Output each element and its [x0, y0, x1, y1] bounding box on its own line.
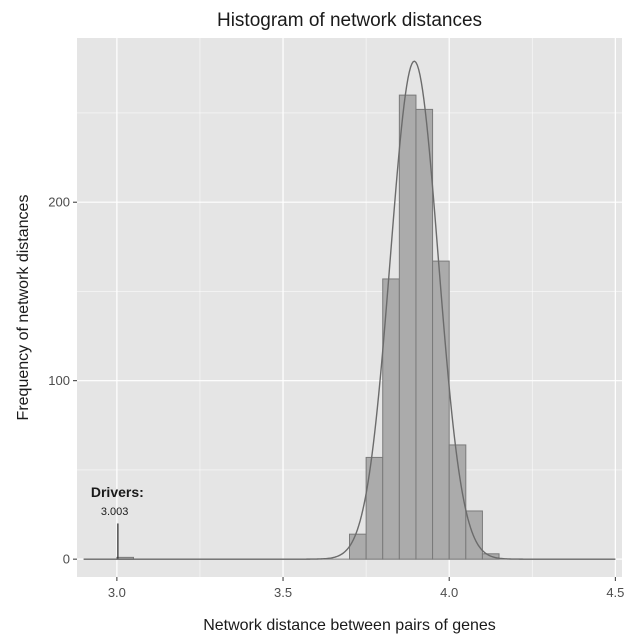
- x-axis-label: Network distance between pairs of genes: [203, 617, 496, 634]
- x-tick-label: 4.0: [440, 585, 458, 600]
- drivers-label: Drivers:: [91, 484, 144, 500]
- y-tick-label: 100: [48, 373, 70, 388]
- histogram-bar: [465, 510, 483, 560]
- y-axis-label: Frequency of network distances: [15, 195, 32, 421]
- x-tick-label: 4.5: [606, 585, 624, 600]
- drivers-annotation: Drivers: 3.003: [91, 484, 144, 560]
- histogram-bar: [415, 108, 434, 560]
- histogram-bar: [432, 260, 450, 560]
- y-axis-ticks: 0 100 200: [48, 195, 77, 567]
- histogram-bar: [398, 94, 417, 560]
- histogram-bar: [349, 533, 367, 560]
- drivers-value: 3.003: [101, 506, 129, 518]
- grid-minor: [77, 38, 622, 577]
- x-axis-ticks: 3.0 3.5 4.0 4.5: [108, 577, 624, 600]
- plot-panel: [77, 38, 622, 577]
- y-tick-label: 0: [63, 552, 70, 567]
- density-curve: [83, 60, 616, 560]
- histogram-bar: [365, 456, 384, 560]
- x-tick-label: 3.5: [274, 585, 292, 600]
- x-tick-label: 3.0: [108, 585, 126, 600]
- histogram-bar: [448, 444, 467, 560]
- y-tick-label: 200: [48, 195, 70, 210]
- chart-title: Histogram of network distances: [217, 10, 482, 31]
